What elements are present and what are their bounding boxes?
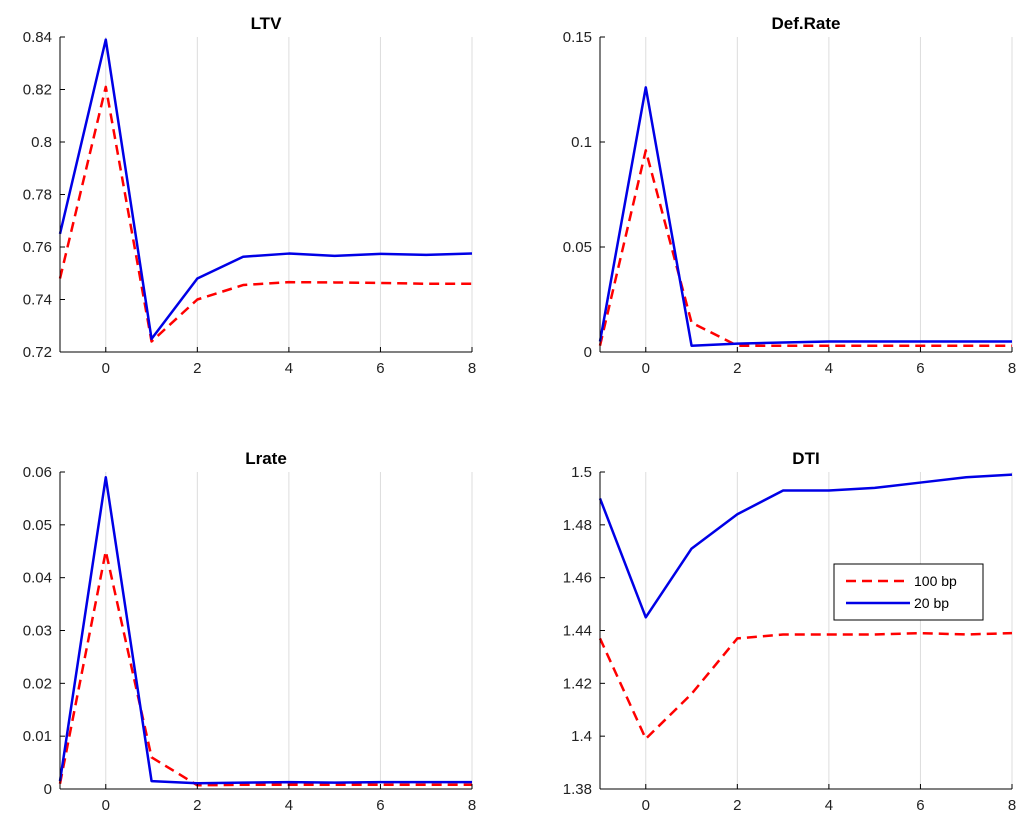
legend-box xyxy=(833,563,984,621)
chart-panel-1: 0 2 4 6 8 0.72 0.74 0.76 0.78 0.8 0.82 0.84 LTV xyxy=(23,14,476,377)
y-tick-label-0: 0 xyxy=(584,344,592,361)
y-tick-label-6: 0.84 xyxy=(23,29,52,46)
y-tick-label-3: 0.15 xyxy=(563,29,592,46)
x-tick-label-4: 8 xyxy=(1008,797,1016,814)
y-tick-label-3: 1.44 xyxy=(563,623,592,640)
series-line-2 xyxy=(58,38,473,341)
y-tick-label-1: 0.74 xyxy=(23,292,52,309)
y-tick-label-1: 0.05 xyxy=(563,239,592,256)
series-line-1 xyxy=(58,550,472,787)
y-tick-label-2: 0.1 xyxy=(571,134,592,151)
x-tick-label-0: 0 xyxy=(642,797,650,814)
y-tick-label-1: 0.01 xyxy=(23,728,52,745)
x-tick-label-0: 0 xyxy=(102,797,110,814)
chart-panel-4: 0 2 4 6 8 1.38 1.4 1.42 1.44 1.46 1.48 1.5 DTI 100 bp… xyxy=(563,449,1016,814)
y-tick-label-3: 0.78 xyxy=(23,187,52,204)
x-tick-label-2: 4 xyxy=(825,797,833,814)
x-tick-label-4: 8 xyxy=(468,360,476,377)
y-tick-label-1: 1.4 xyxy=(571,728,592,745)
chart-title: LTV xyxy=(251,14,283,33)
legend: 100 bp 20 bp xyxy=(833,563,984,621)
chart-title: DTI xyxy=(792,449,819,468)
y-tick-label-6: 0.06 xyxy=(23,464,52,481)
y-tick-label-3: 0.03 xyxy=(23,623,52,640)
series-line-2 xyxy=(598,473,1013,619)
y-tick-label-5: 0.05 xyxy=(23,517,52,534)
y-tick-label-4: 0.04 xyxy=(23,570,52,587)
x-tick-label-3: 6 xyxy=(376,797,384,814)
x-tick-label-1: 2 xyxy=(193,360,201,377)
x-tick-label-2: 4 xyxy=(285,360,293,377)
x-tick-label-4: 8 xyxy=(468,797,476,814)
x-tick-label-1: 2 xyxy=(733,797,741,814)
y-tick-label-4: 1.46 xyxy=(563,570,592,587)
y-tick-label-0: 1.38 xyxy=(563,781,592,798)
y-tick-label-0: 0.72 xyxy=(23,344,52,361)
chart-panel-3: 0 2 4 6 8 0 0.01 0.02 0.03 0.04 0.05 0.06 Lrate xyxy=(23,449,476,814)
x-tick-label-1: 2 xyxy=(193,797,201,814)
chart-title: Def.Rate xyxy=(772,14,841,33)
x-tick-label-3: 6 xyxy=(916,797,924,814)
x-tick-label-2: 4 xyxy=(285,797,293,814)
x-tick-label-4: 8 xyxy=(1008,360,1016,377)
x-tick-label-0: 0 xyxy=(102,360,110,377)
x-tick-label-1: 2 xyxy=(733,360,741,377)
x-tick-label-3: 6 xyxy=(916,360,924,377)
legend-label-2: 20 bp xyxy=(914,595,949,611)
y-tick-label-2: 0.76 xyxy=(23,239,52,256)
series-line-2 xyxy=(58,476,472,785)
y-tick-label-0: 0 xyxy=(44,781,52,798)
y-tick-label-2: 0.02 xyxy=(23,675,52,692)
series-line-2 xyxy=(598,86,1012,347)
legend-label-1: 100 bp xyxy=(914,573,957,589)
series-line-1 xyxy=(598,149,1012,347)
y-tick-label-6: 1.5 xyxy=(571,464,592,481)
y-tick-label-4: 0.8 xyxy=(31,134,52,151)
x-tick-label-0: 0 xyxy=(642,360,650,377)
y-tick-label-5: 1.48 xyxy=(563,517,592,534)
y-tick-label-2: 1.42 xyxy=(563,675,592,692)
series-line-1 xyxy=(58,85,472,343)
x-tick-label-2: 4 xyxy=(825,360,833,377)
chart-title: Lrate xyxy=(245,449,287,468)
series-line-1 xyxy=(598,631,1013,741)
chart-panel-2: 0 2 4 6 8 0 0.05 0.1 0.15 Def.Rate xyxy=(563,14,1016,377)
x-tick-label-3: 6 xyxy=(376,360,384,377)
y-tick-label-5: 0.82 xyxy=(23,82,52,99)
